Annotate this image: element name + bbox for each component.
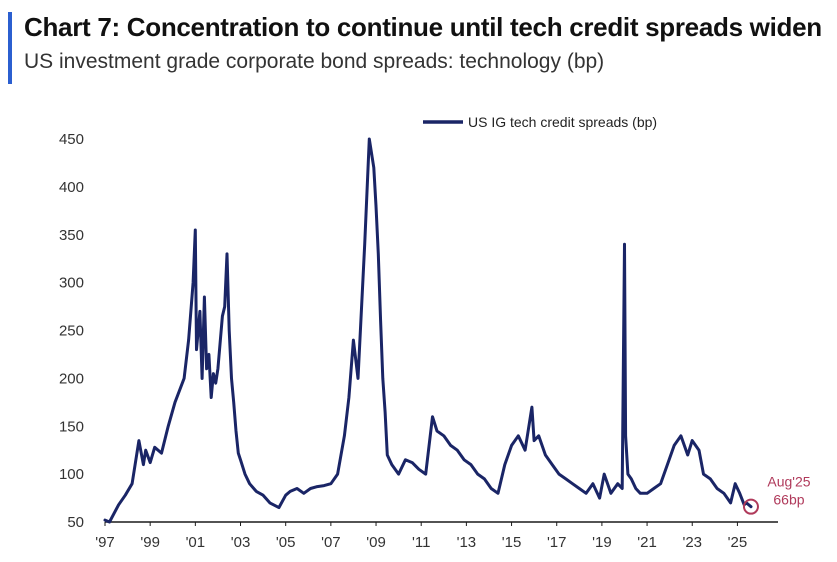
y-tick-label: 200	[59, 370, 84, 387]
annotation-date: Aug'25	[767, 474, 810, 490]
x-axis-ticks: '97 '99 '01 '03 '05 '07 '09 '11 '13 '15 '17 '19 '21 '…	[95, 522, 747, 551]
x-tick-label: '25	[728, 534, 748, 551]
y-tick-label: 350	[59, 227, 84, 244]
chart-subtitle: US investment grade corporate bond sprea…	[24, 50, 605, 73]
x-tick-label: '19	[592, 534, 612, 551]
title-accent-bar	[8, 12, 12, 84]
chart-title: Chart 7: Concentration to continue until…	[24, 12, 822, 42]
series-line-us-ig-tech-spreads	[103, 137, 753, 524]
x-tick-label: '23	[682, 534, 702, 551]
x-tick-label: '09	[366, 534, 386, 551]
y-tick-label: 400	[59, 179, 84, 196]
legend-label: US IG tech credit spreads (bp)	[468, 114, 657, 130]
x-tick-label: '21	[637, 534, 657, 551]
y-tick-label: 50	[67, 514, 84, 531]
y-tick-label: 450	[59, 131, 84, 148]
x-tick-label: '11	[412, 534, 430, 551]
x-tick-label: '13	[457, 534, 477, 551]
latest-value-annotation: Aug'25 66bp	[742, 474, 811, 515]
x-tick-label: '05	[276, 534, 296, 551]
x-tick-label: '03	[231, 534, 251, 551]
x-tick-label: '97	[95, 534, 115, 551]
x-tick-label: '17	[547, 534, 567, 551]
legend: US IG tech credit spreads (bp)	[423, 114, 657, 130]
y-tick-label: 250	[59, 323, 84, 340]
x-tick-label: '99	[140, 534, 160, 551]
y-tick-label: 300	[59, 275, 84, 292]
latest-value-marker	[742, 498, 759, 515]
annotation-value: 66bp	[773, 492, 804, 508]
y-tick-label: 150	[59, 418, 84, 435]
x-tick-label: '07	[321, 534, 341, 551]
x-tick-label: '15	[502, 534, 522, 551]
y-axis-ticks: 50 100 150 200 250 300 350 400 450	[59, 131, 84, 531]
y-tick-label: 100	[59, 466, 84, 483]
x-tick-label: '01	[186, 534, 206, 551]
